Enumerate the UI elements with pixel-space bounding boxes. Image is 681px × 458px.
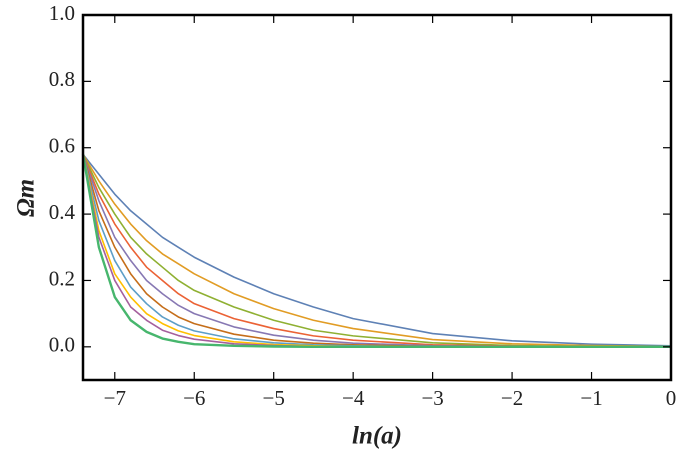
x-tick-label: −6 <box>183 386 205 410</box>
x-axis-label: ln(a) <box>352 423 402 450</box>
line <box>82 154 672 348</box>
x-tick-label: −4 <box>342 386 365 410</box>
x-tick-label: −1 <box>580 386 602 410</box>
x-tick-label: −3 <box>421 386 443 410</box>
line <box>82 153 672 348</box>
x-tick-label: 0 <box>666 386 677 410</box>
y-tick-label: 1.0 <box>49 1 75 25</box>
y-tick-label: 0.8 <box>49 67 75 91</box>
y-axis-label: Ωm <box>13 179 40 217</box>
line <box>81 154 671 349</box>
x-tick-label: −5 <box>263 386 285 410</box>
x-tick-label: −2 <box>501 386 523 410</box>
plot-background <box>83 15 671 380</box>
line <box>82 153 672 347</box>
y-tick-label: 0.4 <box>49 200 76 224</box>
y-tick-label: 0.2 <box>49 266 75 290</box>
y-tick-label: 0.0 <box>49 333 75 357</box>
frame <box>81 13 673 382</box>
y-tick-label: 0.6 <box>49 134 75 158</box>
x-tick-label: −7 <box>104 386 126 410</box>
